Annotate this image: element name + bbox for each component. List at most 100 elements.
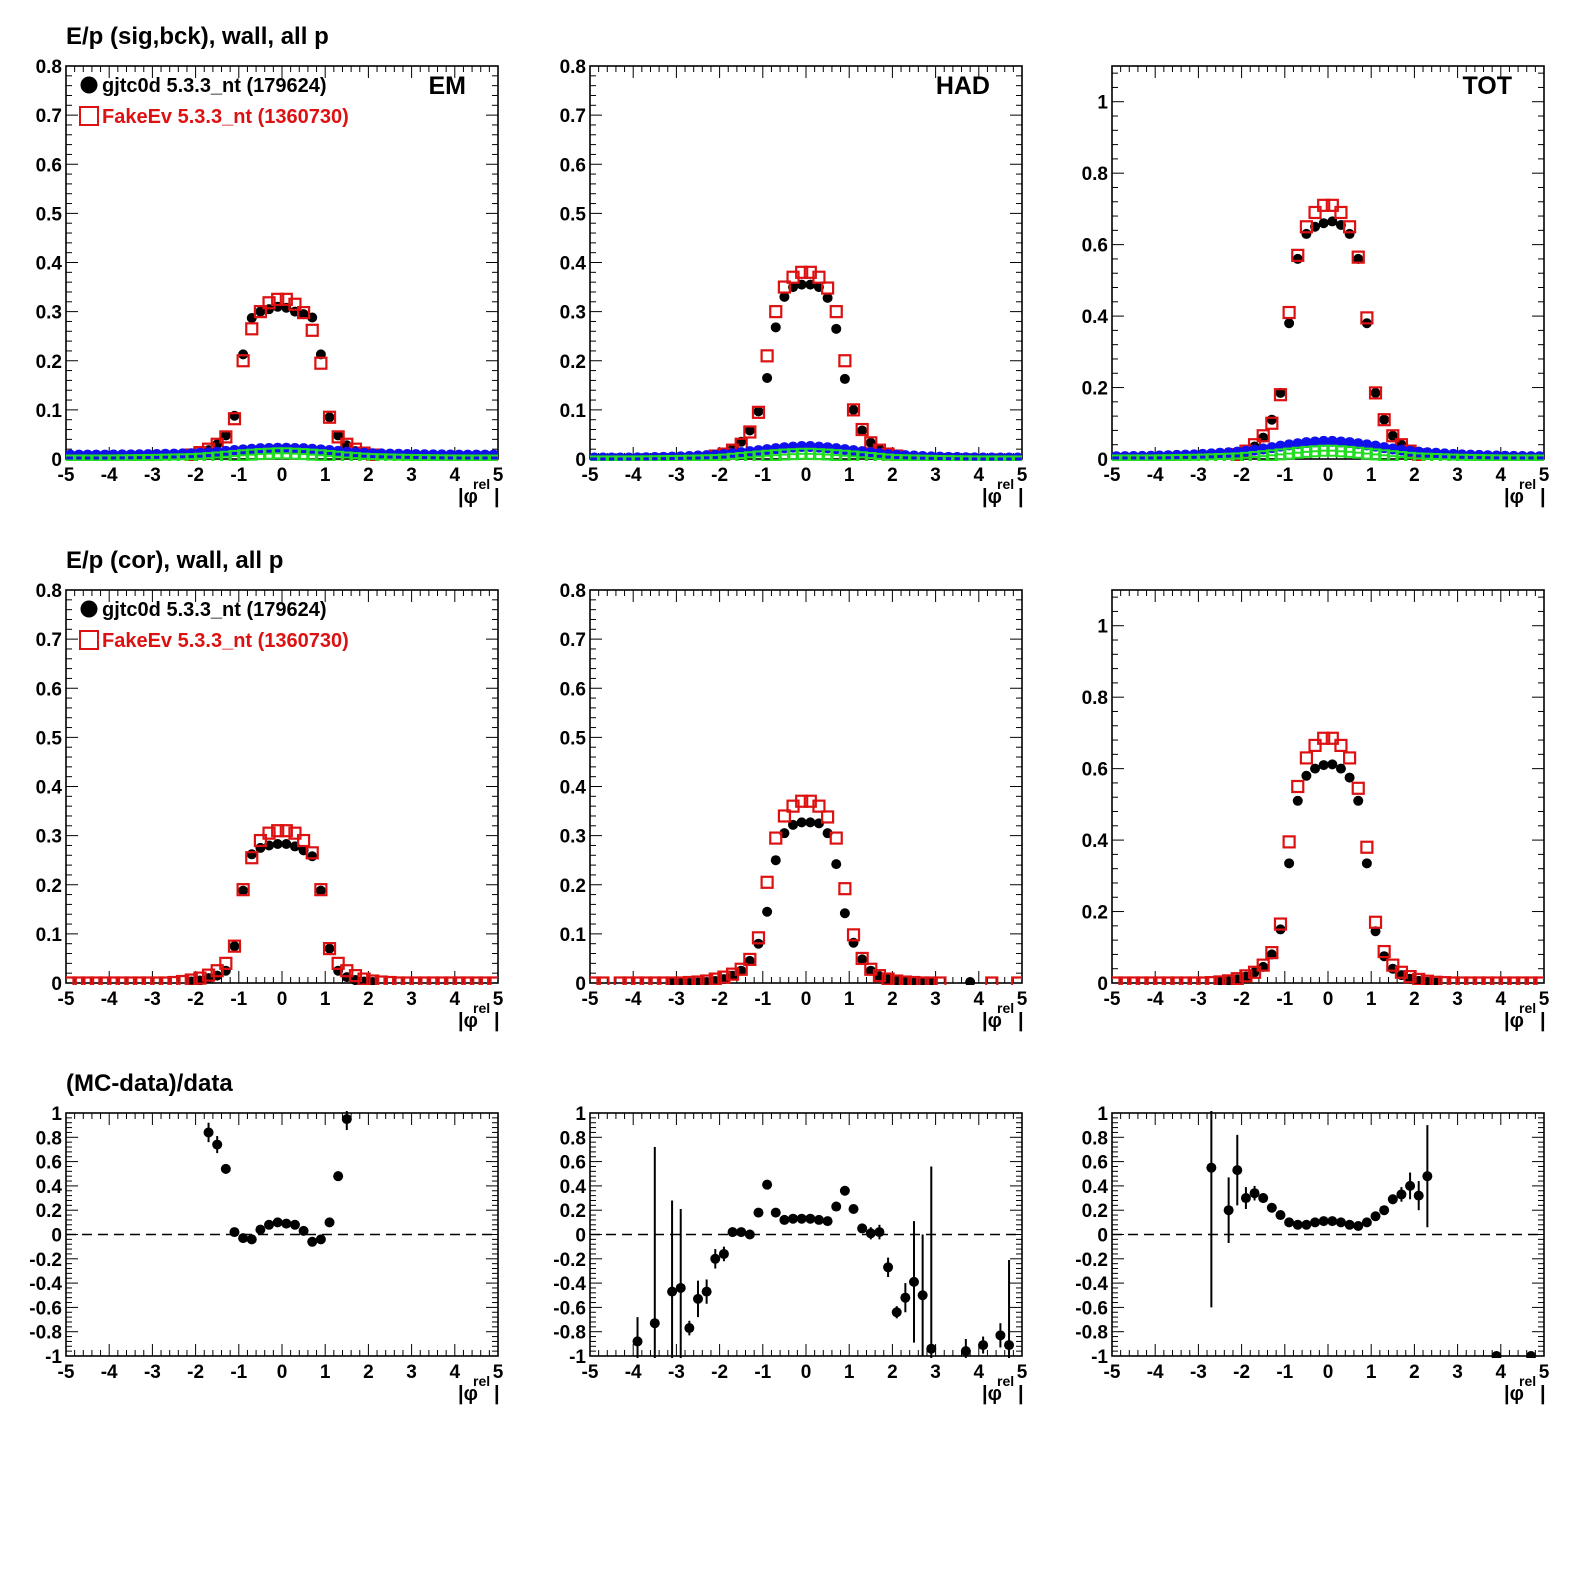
x-axis-label-sup: rel [1519, 1000, 1536, 1016]
y-tick-label: 0 [1097, 450, 1108, 471]
x-axis-label-main: |φ [458, 486, 478, 508]
series-square [590, 794, 1022, 985]
y-tick-label: 0.2 [1082, 1201, 1108, 1222]
mc-point [1463, 976, 1478, 985]
ratio-point [1318, 1216, 1329, 1227]
x-tick-label: 0 [801, 989, 812, 1010]
bkg-mc-point [1003, 455, 1016, 461]
data-point [1335, 763, 1346, 774]
data-point [1353, 253, 1364, 264]
y-tick-label: 0.6 [560, 155, 586, 176]
ratio-point [1422, 1171, 1433, 1182]
x-tick-label: 4 [450, 989, 461, 1010]
mc-point [890, 974, 904, 985]
x-tick-label: 2 [1409, 465, 1420, 486]
y-tick-label: -0.6 [29, 1298, 62, 1319]
x-tick-label: -3 [144, 1362, 161, 1383]
x-tick-label: 4 [450, 465, 461, 486]
ratio-point [822, 1216, 833, 1227]
x-axis-label-sup: rel [473, 1000, 490, 1016]
x-tick-label: -1 [754, 465, 771, 486]
legend-mc-marker [79, 630, 99, 650]
x-tick-label: 1 [844, 989, 855, 1010]
mc-point [288, 826, 302, 840]
mc-point [253, 833, 267, 848]
x-tick-label: 1 [320, 989, 331, 1010]
x-tick-label: -5 [1104, 465, 1121, 486]
mc-point [1291, 248, 1305, 262]
data-point [1318, 218, 1329, 229]
data-point [805, 817, 816, 828]
data-layer [1112, 198, 1544, 461]
mc-point [1334, 205, 1348, 220]
bkg-mc-point [596, 455, 609, 461]
mc-point [1204, 976, 1218, 985]
ratio-point [1275, 1210, 1286, 1221]
x-tick-label: -2 [711, 989, 728, 1010]
x-tick-label: -2 [1233, 1362, 1250, 1383]
x-tick-label: 5 [1017, 1362, 1028, 1383]
mc-point [1481, 976, 1495, 985]
y-tick-label: 0.6 [36, 679, 62, 700]
y-tick-label: 0.8 [1082, 1128, 1108, 1149]
data-point [1301, 770, 1312, 781]
x-tick-label: 3 [1452, 465, 1463, 486]
y-tick-label: 0 [51, 1226, 62, 1247]
y-tick-label: 0.3 [36, 303, 62, 324]
panel-label: TOT [1462, 72, 1512, 100]
y-tick-label: 0.5 [36, 204, 63, 225]
y-tick-label: 1 [1097, 93, 1108, 114]
mc-point [487, 976, 498, 985]
y-tick-label: -0.4 [1075, 1274, 1108, 1295]
bkg-mc-point [985, 455, 998, 461]
x-tick-label: -5 [58, 1362, 75, 1383]
x-tick-label: 0 [277, 989, 288, 1010]
x-tick-label: 5 [1539, 1362, 1550, 1383]
mc-point [288, 297, 302, 311]
x-tick-label: -3 [1190, 989, 1207, 1010]
ratio-point [333, 1171, 344, 1182]
mc-point [227, 939, 242, 953]
ratio-point [1258, 1193, 1269, 1204]
x-tick-label: 2 [1409, 1362, 1420, 1383]
ratio-point [315, 1234, 326, 1245]
x-axis-label-end: | [1018, 1383, 1024, 1405]
mc-point [1308, 205, 1322, 220]
mc-point [820, 281, 835, 295]
x-tick-label: 3 [1452, 989, 1463, 1010]
mc-point [1299, 751, 1314, 765]
mc-point [1429, 975, 1443, 985]
y-tick-label: 0.8 [560, 581, 586, 602]
mc-point [262, 826, 276, 840]
mc-point [855, 422, 869, 437]
x-tick-label: -3 [144, 989, 161, 1010]
x-axis-label-end: | [1540, 1383, 1546, 1405]
mc-point [400, 976, 414, 985]
bkg-mc-point [933, 455, 946, 461]
y-tick-label: 0.6 [1082, 760, 1108, 781]
ratio-point [1223, 1205, 1234, 1216]
mc-point [1256, 958, 1270, 972]
y-tick-label: 1 [1097, 617, 1108, 638]
x-axis-label-sup: rel [473, 476, 490, 492]
mc-point [115, 976, 129, 985]
y-tick-label: 0.8 [560, 57, 586, 78]
x-tick-label: -1 [754, 989, 771, 1010]
mc-point [734, 962, 748, 976]
y-tick-label: 1 [51, 1104, 62, 1125]
mc-point [1377, 413, 1391, 427]
x-tick-label: 3 [406, 1362, 417, 1383]
ratio-point [1387, 1194, 1398, 1205]
mc-point [461, 976, 475, 985]
data-point [324, 412, 335, 423]
ratio-point [1206, 1162, 1217, 1173]
ratio-point [831, 1201, 842, 1212]
data-point [753, 406, 764, 417]
y-tick-label: -0.8 [553, 1323, 586, 1344]
mc-point [1351, 250, 1365, 264]
data-layer [66, 824, 498, 985]
